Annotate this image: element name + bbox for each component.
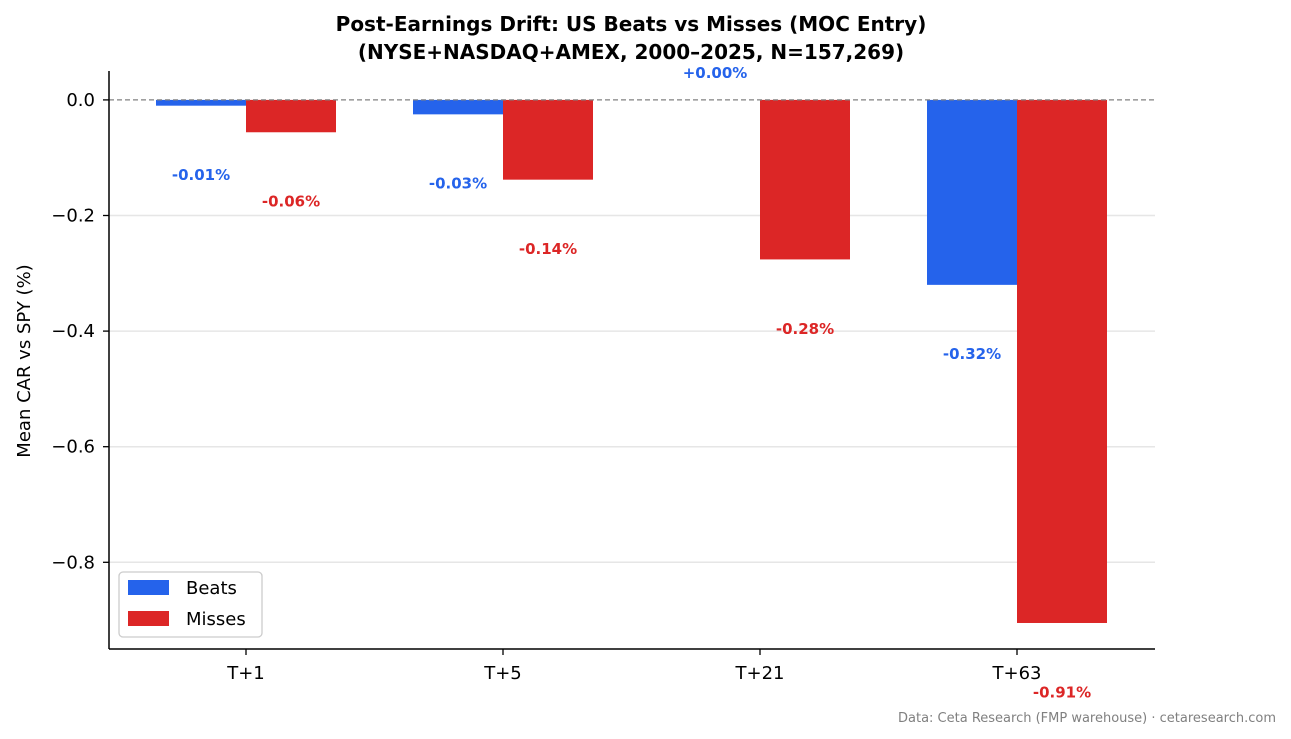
chart-title: Post-Earnings Drift: US Beats vs Misses … <box>336 12 927 36</box>
x-tick-label: T+63 <box>992 663 1042 684</box>
data-label-misses: -0.14% <box>519 240 577 258</box>
x-tick-label: T+5 <box>483 663 522 684</box>
data-label-misses: -0.06% <box>262 193 320 211</box>
bar-beats-t1 <box>156 99 246 106</box>
x-tick-label: T+1 <box>226 663 265 684</box>
data-label-misses: -0.91% <box>1033 683 1091 701</box>
legend-label-beats: Beats <box>186 578 237 599</box>
bar-misses-t5 <box>503 99 593 180</box>
legend-swatch-misses <box>128 611 169 626</box>
legend: Beats Misses <box>118 571 263 638</box>
y-tick-label: 0.0 <box>66 90 95 111</box>
y-tick-label: −0.8 <box>51 552 95 573</box>
bar-misses-t63 <box>1017 99 1107 623</box>
data-label-beats: +0.00% <box>683 64 748 82</box>
data-label-beats: -0.01% <box>172 166 230 184</box>
y-tick-label: −0.6 <box>51 437 95 458</box>
data-label-beats: -0.03% <box>429 175 487 193</box>
legend-label-misses: Misses <box>186 609 246 630</box>
y-axis-title: Mean CAR vs SPY (%) <box>14 264 35 457</box>
bar-beats-t5 <box>413 99 503 115</box>
x-tick-label: T+21 <box>735 663 785 684</box>
x-axis-ticks: T+1 T+5 T+21 T+63 <box>226 649 1041 684</box>
bar-misses-t1 <box>246 99 336 133</box>
source-note: Data: Ceta Research (FMP warehouse) · ce… <box>898 711 1276 726</box>
bar-beats-t63 <box>927 99 1017 285</box>
y-tick-label: −0.4 <box>51 321 95 342</box>
data-labels: -0.01% -0.06% -0.03% -0.14% +0.00% -0.28% -0.3… <box>172 64 1091 701</box>
bar-misses-t21 <box>760 99 850 260</box>
data-label-misses: -0.28% <box>776 320 834 338</box>
y-axis-ticks: 0.0 −0.2 −0.4 −0.6 −0.8 <box>51 90 109 573</box>
chart-subtitle: (NYSE+NASDAQ+AMEX, 2000–2025, N=157,269) <box>358 40 904 64</box>
data-label-beats: -0.32% <box>943 345 1001 363</box>
y-tick-label: −0.2 <box>51 206 95 227</box>
bars <box>156 99 1107 623</box>
legend-swatch-beats <box>128 580 169 595</box>
